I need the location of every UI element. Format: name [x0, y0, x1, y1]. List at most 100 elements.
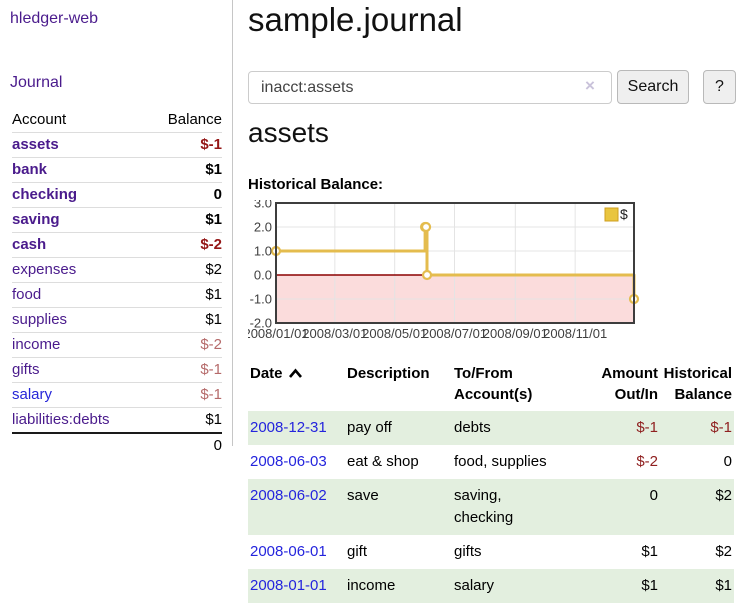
transaction-row: 2008-06-01 gift gifts $1 $2 — [248, 535, 734, 569]
accounts-header-balance: Balance — [167, 111, 222, 128]
column-label: Date — [250, 365, 283, 382]
transaction-date-link[interactable]: 2008-06-03 — [250, 453, 327, 470]
sidebar-item-journal[interactable]: Journal — [10, 74, 63, 91]
account-balance: $1 — [146, 307, 222, 333]
sidebar-account-link-gifts[interactable]: gifts — [12, 361, 40, 378]
account-balance: $1 — [146, 207, 222, 233]
transaction-balance: $2 — [715, 487, 732, 504]
transaction-date-link[interactable]: 2008-12-31 — [250, 419, 327, 436]
account-row: supplies $1 — [12, 307, 222, 333]
transaction-description: pay off — [347, 419, 392, 436]
transaction-row: 2008-01-01 income salary $1 $1 — [248, 569, 734, 603]
sidebar-account-link-supplies[interactable]: supplies — [12, 311, 68, 328]
account-balance: $1 — [146, 407, 222, 433]
x-tick-label: 2008/03/01 — [302, 326, 367, 341]
sidebar-account-link-food[interactable]: food — [12, 286, 42, 303]
account-balance: $2 — [146, 257, 222, 283]
account-balance: $-2 — [146, 232, 222, 258]
transaction-balance: $-1 — [710, 419, 732, 436]
help-button[interactable]: ? — [703, 70, 736, 104]
account-row: assets $-1 — [12, 132, 222, 158]
transaction-description: gift — [347, 543, 368, 560]
accounts-tree-table: Account Balance assets $-1 bank $1 checking 0… — [12, 108, 222, 458]
account-row: saving $1 — [12, 207, 222, 233]
transaction-balance: $1 — [715, 577, 732, 594]
transaction-amount: $-2 — [636, 453, 658, 470]
accounts-total-balance: 0 — [146, 432, 222, 458]
account-row: food $1 — [12, 282, 222, 308]
account-balance: 0 — [146, 182, 222, 208]
y-tick-label: 2.0 — [254, 220, 272, 235]
main-content: sample.journal × Search ? assets Histori… — [233, 0, 742, 603]
column-label: Historical Balance — [663, 365, 732, 403]
x-tick-label: 2008/11/01 — [543, 326, 607, 341]
x-tick-label: 2008/09/01 — [483, 326, 548, 341]
transaction-date-link[interactable]: 2008-06-01 — [250, 543, 327, 560]
sidebar-account-link-income[interactable]: income — [12, 336, 61, 353]
account-row: liabilities:debts $1 — [12, 407, 222, 433]
chart-canvas: $3.0 2.0 1.0 0.0 -1.0 -2.02008/01/012008/03/0… — [243, 196, 640, 341]
sidebar-account-link-liabilities-debts[interactable]: liabilities:debts — [12, 411, 110, 428]
transaction-date-link[interactable]: 2008-06-02 — [250, 487, 327, 504]
transaction-row: 2008-06-02 save saving, checking 0 $2 — [248, 479, 734, 535]
account-balance: $-1 — [146, 357, 222, 383]
column-header-accounts: To/From Account(s) — [452, 361, 582, 411]
account-row: expenses $2 — [12, 257, 222, 283]
account-row: checking 0 — [12, 182, 222, 208]
y-tick-label: 3.0 — [254, 200, 272, 211]
app-brand-link[interactable]: hledger-web — [10, 10, 99, 27]
sidebar-account-link-saving[interactable]: saving — [12, 211, 60, 228]
x-tick-label: 2008/05/01 — [362, 326, 427, 341]
column-label: To/From Account(s) — [454, 365, 533, 403]
transaction-description: eat & shop — [347, 453, 419, 470]
accounts-total-spacer — [12, 432, 147, 458]
sidebar-account-link-expenses[interactable]: expenses — [12, 261, 77, 278]
column-label: Amount Out/In — [601, 365, 658, 403]
column-header-description: Description — [345, 361, 452, 411]
transaction-date-link[interactable]: 2008-01-01 — [250, 577, 327, 594]
transaction-accounts: salary — [454, 577, 495, 594]
account-balance: $1 — [146, 157, 222, 183]
column-header-balance: Historical Balance — [660, 361, 734, 411]
sidebar-account-link-assets[interactable]: assets — [12, 136, 59, 153]
account-row: cash $-2 — [12, 232, 222, 258]
sidebar-account-link-salary[interactable]: salary — [12, 386, 53, 403]
transaction-accounts: debts — [454, 419, 491, 436]
accounts-total-row: 0 — [12, 432, 222, 458]
x-tick-label: 2008/07/01 — [422, 326, 487, 341]
transaction-amount: 0 — [649, 487, 658, 504]
legend-swatch — [604, 207, 619, 222]
search-form: × Search ? — [248, 70, 742, 104]
transaction-description: save — [347, 487, 379, 504]
column-header-amount: Amount Out/In — [582, 361, 660, 411]
register-header-row: Date Description To/From Account(s) Amount … — [248, 361, 734, 411]
clear-search-icon[interactable]: × — [585, 76, 595, 95]
column-header-date[interactable]: Date — [248, 361, 345, 411]
accounts-header-row: Account Balance — [12, 108, 222, 133]
plot-border — [275, 202, 635, 324]
search-input[interactable] — [248, 71, 612, 104]
transaction-amount: $1 — [641, 577, 658, 594]
account-heading: assets — [248, 117, 329, 148]
sidebar-account-link-checking[interactable]: checking — [12, 186, 78, 203]
transaction-row: 2008-06-03 eat & shop food, supplies $-2 0 — [248, 445, 734, 479]
transaction-description: income — [347, 577, 396, 594]
sidebar-account-link-cash[interactable]: cash — [12, 236, 47, 253]
y-tick-label: 0.0 — [254, 268, 272, 283]
account-balance: $1 — [146, 282, 222, 308]
transaction-row: 2008-12-31 pay off debts $-1 $-1 — [248, 411, 734, 445]
account-balance: $-1 — [146, 132, 222, 158]
x-tick-label: 2008/01/01 — [248, 326, 309, 341]
chart-title: Historical Balance: — [248, 176, 384, 193]
search-button[interactable]: Search — [617, 70, 689, 104]
transaction-amount: $-1 — [636, 419, 658, 436]
transaction-balance: 0 — [723, 453, 732, 470]
sidebar: hledger-web Journal Account Balance asse… — [0, 0, 233, 458]
legend-label: $ — [620, 206, 628, 222]
column-label: Description — [347, 365, 430, 382]
data-point — [421, 269, 433, 281]
y-tick-label: 1.0 — [254, 244, 272, 259]
register-table: Date Description To/From Account(s) Amount … — [248, 361, 734, 603]
sidebar-account-link-bank[interactable]: bank — [12, 161, 48, 178]
data-point — [420, 221, 432, 233]
